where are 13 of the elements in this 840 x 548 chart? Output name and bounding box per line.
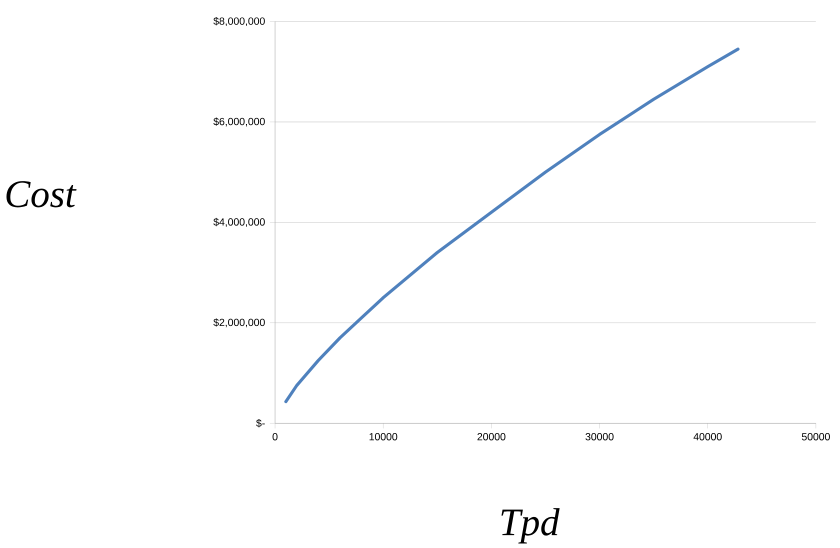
y-tick-label: $2,000,000 — [213, 318, 265, 328]
y-tick-label: $8,000,000 — [213, 17, 265, 26]
x-tick-label: 50000 — [802, 433, 830, 440]
y-tick-label: $4,000,000 — [213, 218, 265, 227]
y-tick-label: $6,000,000 — [213, 118, 265, 127]
x-tick-label: 30000 — [586, 433, 614, 440]
x-tick-label: 20000 — [477, 433, 506, 440]
x-tick-label: 0 — [272, 433, 278, 440]
x-tick-label: 40000 — [694, 433, 722, 440]
x-axis-title: Tpd — [501, 508, 560, 544]
y-axis-title: Cost — [6, 181, 77, 208]
x-tick-label: 10000 — [370, 433, 398, 440]
y-tick-label: $- — [256, 419, 265, 428]
